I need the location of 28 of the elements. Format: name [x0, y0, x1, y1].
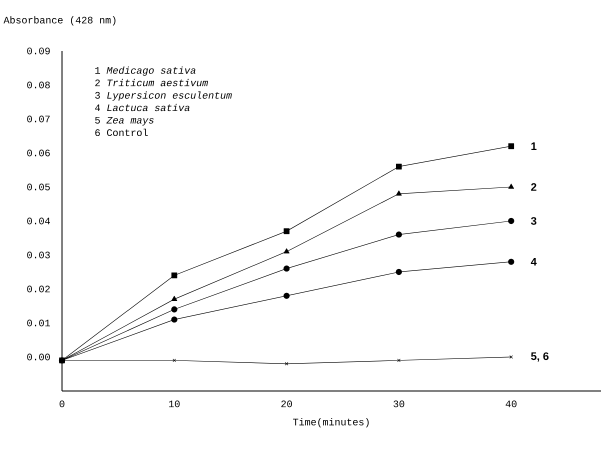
series-label: 3: [530, 217, 536, 225]
y-tick-label: 0.05: [27, 184, 50, 190]
x-tick-label: 20: [281, 400, 292, 408]
annotation: 6 Control: [95, 128, 148, 136]
y-tick-label: 0.06: [27, 150, 50, 156]
series-label: 2: [531, 183, 536, 191]
y-tick-label: 0.09: [27, 48, 50, 54]
series-label: 4: [530, 258, 537, 266]
y-tick-label: 0.07: [27, 116, 50, 122]
y-tick-label: 0.04: [27, 218, 50, 224]
x-tick-label: 40: [506, 400, 517, 408]
x-tick-label: 10: [169, 400, 180, 408]
y-tick-label: 0.02: [27, 286, 50, 292]
y-tick-label: 0.03: [27, 252, 50, 258]
annotation: 2 Triticum aestivum: [95, 78, 208, 86]
series-label: 1: [531, 142, 536, 150]
annotation: 3 Lypersicon esculentum: [95, 91, 232, 101]
x-tick-label: 0: [60, 400, 64, 408]
y-tick-label: 0.01: [27, 320, 50, 326]
series-label: 5, 6: [531, 352, 549, 362]
annotation: 1 Medicago sativa: [95, 66, 196, 76]
annotation: 5 Zea mays: [95, 116, 154, 126]
y-axis-title: Absorbance (428 nm): [4, 16, 116, 26]
y-tick-label: 0.00: [27, 354, 50, 360]
annotation: 4 Lactuca sativa: [95, 104, 190, 112]
x-tick-label: 30: [394, 400, 404, 408]
y-tick-label: 0.08: [27, 82, 50, 88]
x-axis-title: Time(minutes): [293, 418, 369, 428]
